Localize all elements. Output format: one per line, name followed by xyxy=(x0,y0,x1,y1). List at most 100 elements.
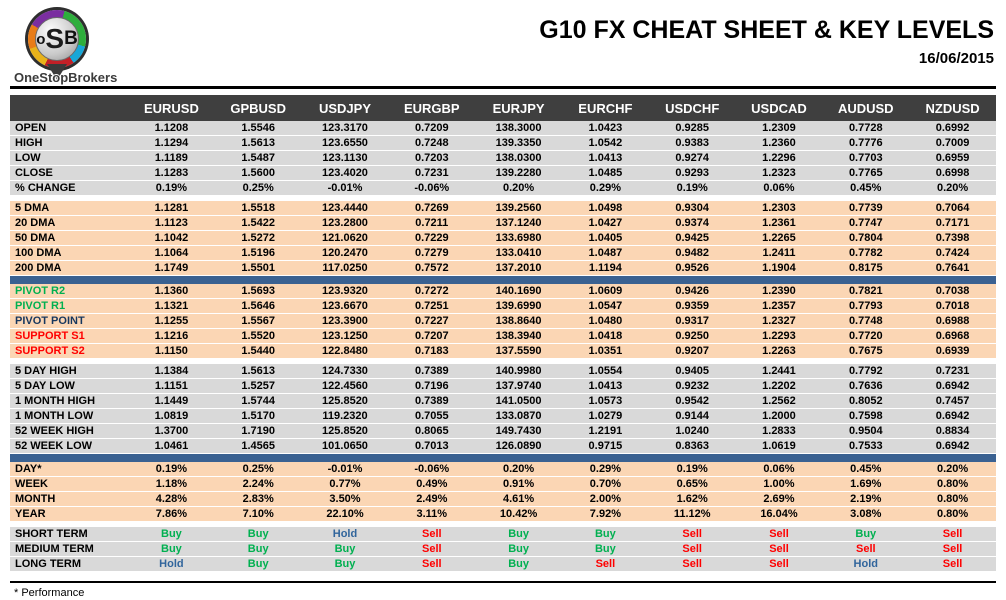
value-cell: 1.2441 xyxy=(735,363,823,379)
value-cell: 1.2191 xyxy=(561,423,649,439)
column-header-nzdusd: NZDUSD xyxy=(909,95,996,121)
signal-cell: Buy xyxy=(128,526,215,542)
table-row-52-week-low: 52 WEEK LOW 1.0461 1.4565 101.0650 0.7013 126… xyxy=(10,438,996,454)
table-row-1-month-low: 1 MONTH LOW 1.0819 1.5170 119.2320 0.7055 133… xyxy=(10,408,996,424)
value-cell: 2.49% xyxy=(388,491,476,507)
value-cell: 1.2296 xyxy=(735,150,823,166)
value-cell: 0.9526 xyxy=(648,260,736,276)
table-row-open: OPEN 1.1208 1.5546 123.3170 0.7209 138.3000 1.… xyxy=(10,121,996,136)
row-label: YEAR xyxy=(10,506,128,522)
value-cell: 1.0351 xyxy=(561,343,649,359)
value-cell: 1.00% xyxy=(735,476,823,492)
value-cell: 139.2280 xyxy=(475,165,562,181)
value-cell: 0.7457 xyxy=(909,393,996,409)
footer-divider xyxy=(10,580,996,583)
value-cell: 4.28% xyxy=(128,491,215,507)
value-cell: 1.0542 xyxy=(561,135,649,151)
value-cell: 1.18% xyxy=(128,476,215,492)
value-cell: 0.7055 xyxy=(388,408,476,424)
signal-cell: Buy xyxy=(128,541,215,557)
value-cell: 0.06% xyxy=(735,462,823,477)
column-header-usdchf: USDCHF xyxy=(648,95,736,121)
table-row-1-month-high: 1 MONTH HIGH 1.1449 1.5744 125.8520 0.7389 14… xyxy=(10,393,996,409)
value-cell: 1.2309 xyxy=(735,121,823,136)
value-cell: 1.5422 xyxy=(214,215,302,231)
value-cell: 2.69% xyxy=(735,491,823,507)
value-cell: 1.5196 xyxy=(214,245,302,261)
value-cell: 133.0870 xyxy=(475,408,562,424)
table-row-support-s1: SUPPORT S1 1.1216 1.5520 123.1250 0.7207 138.… xyxy=(10,328,996,344)
value-cell: 1.1255 xyxy=(128,313,215,329)
value-cell: 1.5487 xyxy=(214,150,302,166)
section-separator xyxy=(10,521,996,527)
value-cell: 0.9542 xyxy=(648,393,736,409)
row-label: CLOSE xyxy=(10,165,128,181)
value-cell: 0.8065 xyxy=(388,423,476,439)
value-cell: 0.7821 xyxy=(822,284,910,299)
value-cell: 1.0573 xyxy=(561,393,649,409)
value-cell: 0.7203 xyxy=(388,150,476,166)
value-cell: 1.2360 xyxy=(735,135,823,151)
value-cell: 0.6942 xyxy=(909,408,996,424)
signal-cell: Buy xyxy=(475,556,562,572)
signal-cell: Buy xyxy=(301,556,389,572)
value-cell: 2.19% xyxy=(822,491,910,507)
corner-cell xyxy=(10,95,128,121)
column-header-eurgbp: EURGBP xyxy=(388,95,476,121)
section-separator xyxy=(10,195,996,201)
value-cell: 1.2263 xyxy=(735,343,823,359)
signal-cell: Sell xyxy=(909,526,996,542)
value-cell: 0.9232 xyxy=(648,378,736,394)
value-cell: 119.2320 xyxy=(301,408,389,424)
value-cell: 1.5170 xyxy=(214,408,302,424)
value-cell: 123.4440 xyxy=(301,200,389,216)
row-label: 100 DMA xyxy=(10,245,128,261)
value-cell: 0.20% xyxy=(475,462,562,477)
value-cell: 11.12% xyxy=(648,506,736,522)
table-row-support-s2: SUPPORT S2 1.1150 1.5440 122.8480 0.7183 137.… xyxy=(10,343,996,359)
signal-cell: Sell xyxy=(648,556,736,572)
value-cell: 1.2265 xyxy=(735,230,823,246)
value-cell: 0.7013 xyxy=(388,438,476,454)
value-cell: 137.2010 xyxy=(475,260,562,276)
value-cell: 0.19% xyxy=(128,180,215,196)
table-row-day: DAY* 0.19% 0.25% -0.01% -0.06% 0.20% 0.29% 0.19… xyxy=(10,462,996,477)
signal-cell: Sell xyxy=(822,541,910,557)
value-cell: 0.7269 xyxy=(388,200,476,216)
value-cell: 133.0410 xyxy=(475,245,562,261)
signal-cell: Sell xyxy=(561,556,649,572)
value-cell: 0.19% xyxy=(648,180,736,196)
value-cell: 1.5257 xyxy=(214,378,302,394)
value-cell: 121.0620 xyxy=(301,230,389,246)
row-label: 20 DMA xyxy=(10,215,128,231)
value-cell: 0.25% xyxy=(214,180,302,196)
value-cell: 0.7804 xyxy=(822,230,910,246)
value-cell: 0.7227 xyxy=(388,313,476,329)
value-cell: 1.5501 xyxy=(214,260,302,276)
value-cell: 1.2390 xyxy=(735,284,823,299)
value-cell: 0.65% xyxy=(648,476,736,492)
value-cell: 0.7748 xyxy=(822,313,910,329)
value-cell: 1.2000 xyxy=(735,408,823,424)
value-cell: 0.9374 xyxy=(648,215,736,231)
value-cell: 0.8175 xyxy=(822,260,910,276)
value-cell: 2.83% xyxy=(214,491,302,507)
value-cell: 0.7533 xyxy=(822,438,910,454)
value-cell: 1.62% xyxy=(648,491,736,507)
value-cell: 123.6670 xyxy=(301,298,389,314)
value-cell: 0.7703 xyxy=(822,150,910,166)
table-row-5-day-low: 5 DAY LOW 1.1151 1.5257 122.4560 0.7196 137.9… xyxy=(10,378,996,394)
value-cell: 1.0487 xyxy=(561,245,649,261)
value-cell: 1.0480 xyxy=(561,313,649,329)
column-header-eurusd: EURUSD xyxy=(128,95,215,121)
value-cell: 0.8363 xyxy=(648,438,736,454)
value-cell: 0.9715 xyxy=(561,438,649,454)
row-label: LOW xyxy=(10,150,128,166)
value-cell: 1.0609 xyxy=(561,284,649,299)
value-cell: 101.0650 xyxy=(301,438,389,454)
row-label: HIGH xyxy=(10,135,128,151)
